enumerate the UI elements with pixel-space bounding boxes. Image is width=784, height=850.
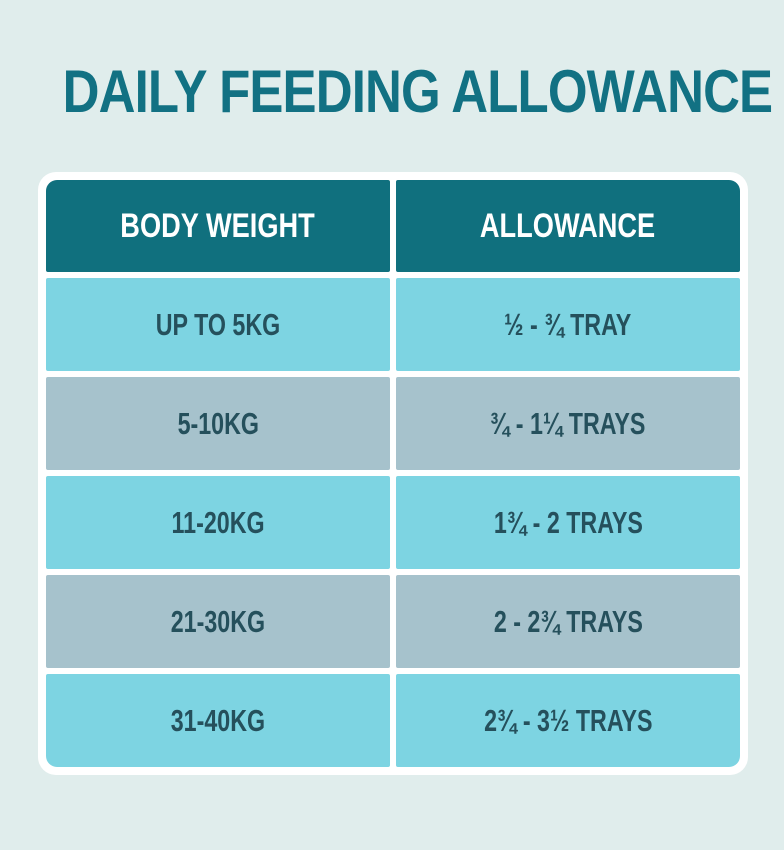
allowance-value: ¾ - 1¼ TRAYS bbox=[490, 405, 646, 441]
body-weight-value: UP TO 5KG bbox=[155, 306, 281, 342]
feeding-table-frame: BODY WEIGHT ALLOWANCE UP TO 5KG ½ - ¾ TR… bbox=[38, 172, 748, 775]
feeding-table: BODY WEIGHT ALLOWANCE UP TO 5KG ½ - ¾ TR… bbox=[46, 180, 740, 767]
body-weight-value: 31-40KG bbox=[170, 702, 266, 738]
table-cell-allowance-row3: 1¾ - 2 TRAYS bbox=[396, 476, 740, 569]
table-cell-body-weight-row5: 31-40KG bbox=[46, 674, 390, 767]
table-cell-body-weight-row4: 21-30KG bbox=[46, 575, 390, 668]
allowance-value: 2 - 2¾ TRAYS bbox=[493, 603, 643, 639]
table-cell-body-weight-row3: 11-20KG bbox=[46, 476, 390, 569]
table-cell-body-weight-row1: UP TO 5KG bbox=[46, 278, 390, 371]
column-header-allowance-label: ALLOWANCE bbox=[480, 206, 656, 245]
body-weight-value: 11-20KG bbox=[171, 504, 265, 540]
column-header-body-weight-label: BODY WEIGHT bbox=[120, 206, 316, 245]
column-header-allowance: ALLOWANCE bbox=[396, 180, 740, 272]
table-cell-allowance-row5: 2¾ - 3½ TRAYS bbox=[396, 674, 740, 767]
allowance-value: 1¾ - 2 TRAYS bbox=[493, 504, 643, 540]
body-weight-value: 5-10KG bbox=[177, 405, 259, 441]
allowance-value: 2¾ - 3½ TRAYS bbox=[483, 702, 653, 738]
table-cell-allowance-row1: ½ - ¾ TRAY bbox=[396, 278, 740, 371]
column-header-body-weight: BODY WEIGHT bbox=[46, 180, 390, 272]
table-cell-allowance-row4: 2 - 2¾ TRAYS bbox=[396, 575, 740, 668]
page-title-text: DAILY FEEDING ALLOWANCE bbox=[62, 58, 773, 125]
allowance-value: ½ - ¾ TRAY bbox=[504, 306, 632, 342]
table-cell-allowance-row2: ¾ - 1¼ TRAYS bbox=[396, 377, 740, 470]
body-weight-value: 21-30KG bbox=[170, 603, 266, 639]
page-title: DAILY FEEDING ALLOWANCE bbox=[0, 60, 784, 124]
table-cell-body-weight-row2: 5-10KG bbox=[46, 377, 390, 470]
